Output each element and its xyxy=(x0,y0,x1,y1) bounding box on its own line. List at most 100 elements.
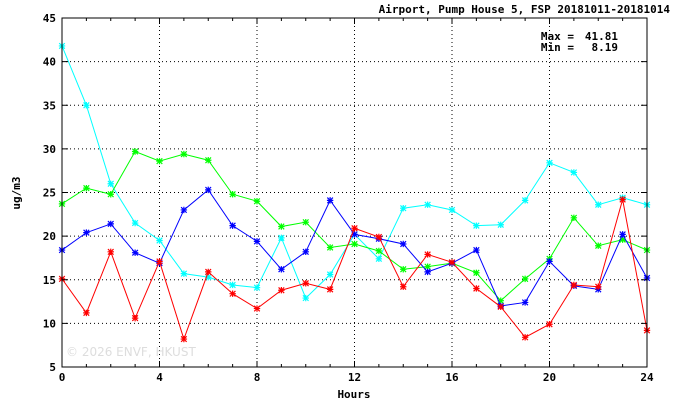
data-point xyxy=(156,258,163,265)
data-point xyxy=(302,280,309,287)
data-point xyxy=(253,238,261,245)
data-point xyxy=(302,218,309,226)
y-tick-label: 5 xyxy=(49,361,56,374)
data-point xyxy=(107,220,114,228)
data-point xyxy=(400,266,407,273)
data-point xyxy=(424,201,431,208)
data-point xyxy=(131,148,139,155)
data-point xyxy=(83,229,90,236)
data-point xyxy=(546,321,553,328)
data-point xyxy=(278,286,285,294)
x-tick-label: 16 xyxy=(445,371,459,384)
y-tick-label: 40 xyxy=(43,56,56,69)
data-point xyxy=(107,191,114,198)
data-point xyxy=(326,197,334,204)
data-point xyxy=(131,219,139,227)
data-point xyxy=(424,263,431,270)
data-point xyxy=(595,283,602,290)
data-point xyxy=(521,197,529,204)
data-point xyxy=(205,186,212,194)
data-point xyxy=(473,246,480,254)
data-point xyxy=(205,268,212,276)
data-point xyxy=(229,281,236,289)
x-tick-label: 4 xyxy=(156,371,163,384)
data-point xyxy=(205,273,212,281)
data-point xyxy=(351,231,358,238)
data-point xyxy=(180,150,188,158)
x-tick-label: 8 xyxy=(254,371,261,384)
data-point xyxy=(473,222,480,229)
data-point xyxy=(302,248,309,256)
data-point xyxy=(253,305,261,312)
data-point xyxy=(448,206,456,214)
data-point xyxy=(448,259,456,266)
data-point xyxy=(229,222,236,229)
stats-box: Max = 41.81 Min = 8.19 xyxy=(541,30,618,54)
data-point xyxy=(570,281,578,289)
data-point xyxy=(375,247,383,255)
y-tick-label: 35 xyxy=(43,99,56,112)
data-point xyxy=(521,299,529,306)
data-point xyxy=(156,157,163,165)
data-point xyxy=(302,294,309,302)
data-point xyxy=(521,334,529,341)
y-tick-label: 10 xyxy=(43,317,56,330)
max-value: 41.81 xyxy=(585,30,618,43)
data-point xyxy=(83,309,90,317)
data-point xyxy=(253,198,261,205)
data-point xyxy=(497,303,504,311)
data-point xyxy=(546,159,553,167)
data-point xyxy=(278,223,285,230)
y-tick-label: 45 xyxy=(43,12,56,25)
data-point xyxy=(497,297,504,304)
data-point xyxy=(131,249,139,256)
data-point xyxy=(229,290,236,297)
data-point xyxy=(131,314,139,322)
data-point xyxy=(351,225,358,232)
data-point xyxy=(156,237,163,244)
data-point xyxy=(473,285,480,292)
data-point xyxy=(619,196,626,203)
data-point xyxy=(619,231,626,238)
x-tick-label: 0 xyxy=(59,371,66,384)
x-axis-title: Hours xyxy=(337,388,370,401)
y-axis-title: ug/m3 xyxy=(10,176,23,209)
data-point xyxy=(83,102,90,109)
min-label: Min = xyxy=(541,41,574,54)
data-point xyxy=(180,270,188,277)
chart-title: Airport, Pump House 5, FSP 20181011-2018… xyxy=(379,3,671,16)
data-point xyxy=(546,258,553,265)
min-value: 8.19 xyxy=(592,41,619,54)
data-point xyxy=(375,255,383,263)
data-point xyxy=(424,251,431,258)
x-tick-label: 20 xyxy=(543,371,556,384)
data-point xyxy=(424,268,431,276)
data-point xyxy=(375,233,383,241)
data-point xyxy=(326,286,334,293)
axis-layer: 0 4 8 12 16 20 24 5 10 15 20 25 30 35 40 45 xyxy=(43,12,654,384)
data-point xyxy=(497,221,504,229)
data-point xyxy=(278,266,285,273)
series-layer xyxy=(58,42,651,343)
data-point xyxy=(253,284,261,291)
data-point xyxy=(473,269,480,276)
data-point xyxy=(351,240,358,248)
data-point xyxy=(595,201,602,208)
data-point xyxy=(521,275,529,283)
max-label: Max = xyxy=(541,30,574,43)
data-point xyxy=(83,184,90,192)
data-point xyxy=(400,204,407,212)
y-tick-label: 15 xyxy=(43,274,56,287)
data-point xyxy=(326,244,334,251)
data-point xyxy=(619,236,626,243)
data-point xyxy=(107,248,114,256)
data-point xyxy=(400,240,407,248)
x-tick-label: 24 xyxy=(640,371,654,384)
data-point xyxy=(278,234,285,242)
data-point xyxy=(595,242,602,249)
x-tick-label: 12 xyxy=(348,371,361,384)
data-point xyxy=(326,271,334,278)
y-tick-label: 20 xyxy=(43,230,56,243)
data-point xyxy=(180,335,188,343)
